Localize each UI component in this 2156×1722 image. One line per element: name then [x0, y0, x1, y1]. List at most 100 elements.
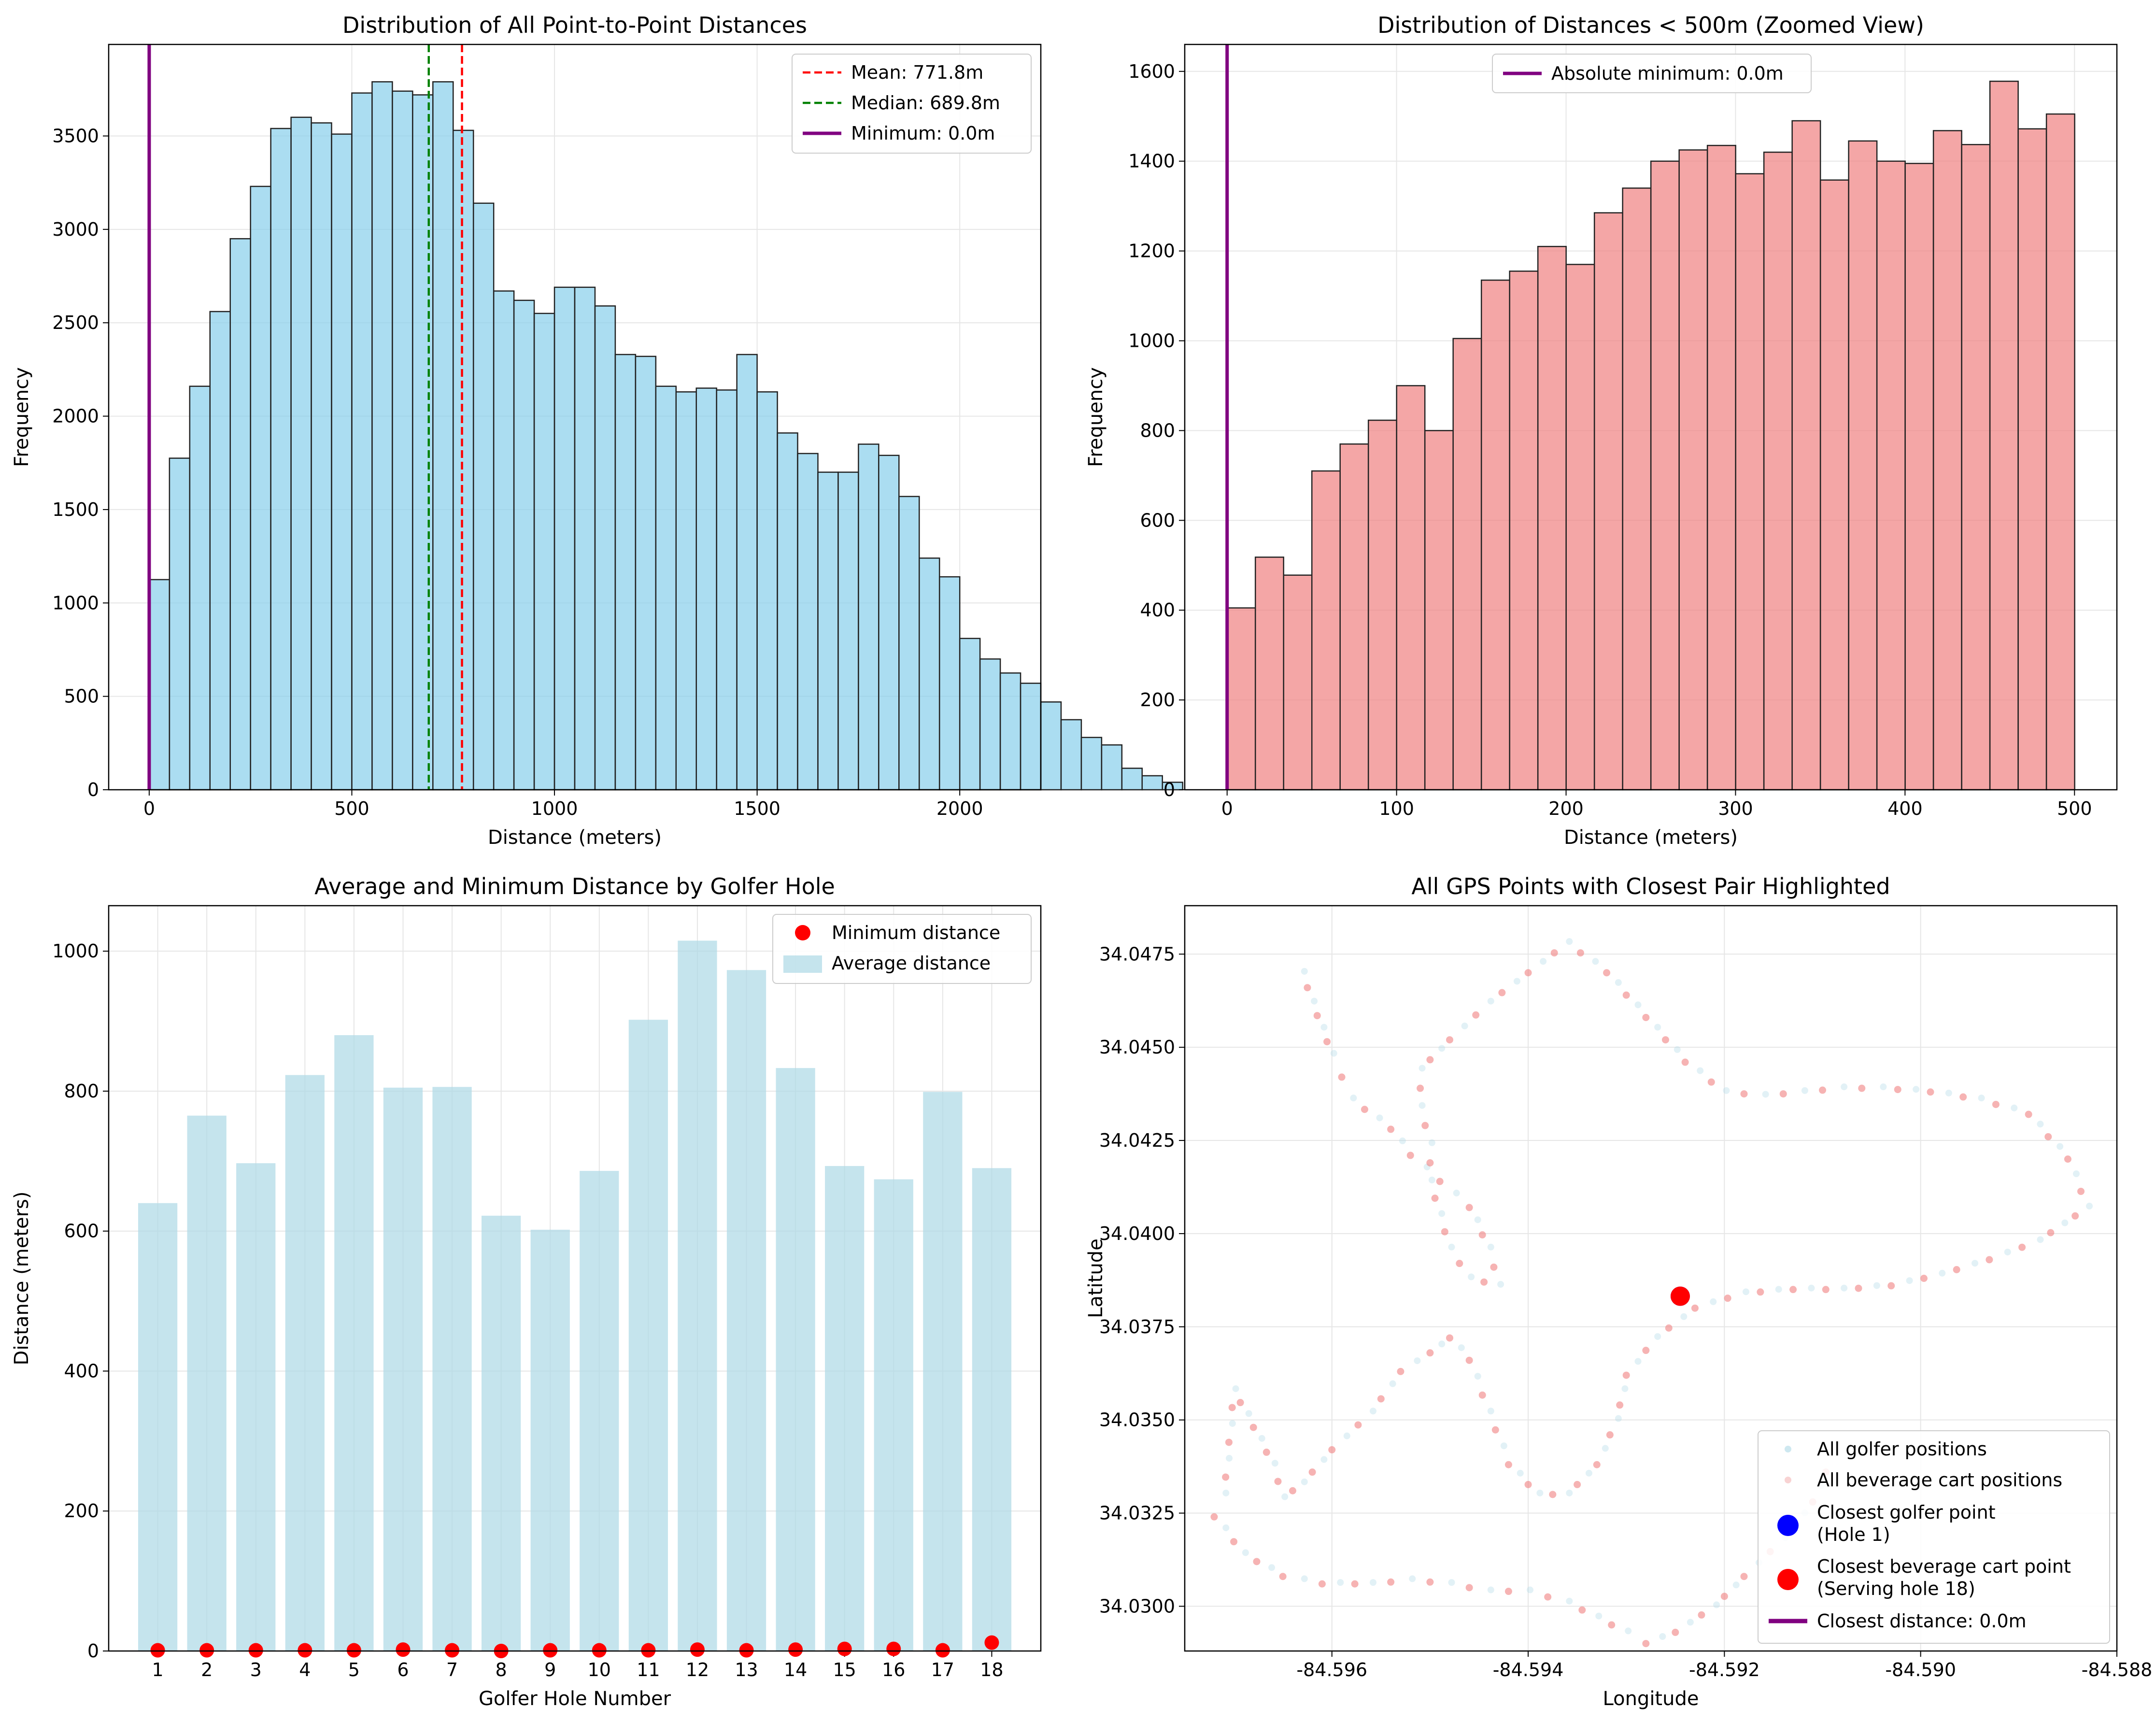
histogram-bar — [1254, 556, 1284, 791]
histogram-bar — [675, 391, 697, 791]
golfer-position-point — [1271, 1460, 1278, 1467]
golfer-position-point — [1337, 1579, 1344, 1586]
x-tick-label: 16 — [882, 1659, 905, 1680]
average-distance-bar — [482, 1215, 521, 1651]
x-tick-label: 13 — [735, 1659, 758, 1680]
histogram-bar — [716, 389, 738, 791]
golfer-position-point — [1801, 1087, 1808, 1094]
golfer-position-point — [2037, 1121, 2044, 1128]
cart-position-point — [1661, 1036, 1669, 1044]
histogram-bar — [756, 391, 778, 791]
legend-swatch — [1785, 1477, 1791, 1483]
histogram-bar — [1283, 574, 1313, 791]
histogram-bar — [553, 286, 576, 791]
histogram-bar — [412, 94, 434, 791]
cart-position-point — [1426, 1056, 1434, 1064]
cart-position-point — [1478, 1231, 1486, 1238]
x-tick-label: 8 — [496, 1659, 507, 1680]
golfer-position-point — [1680, 1313, 1688, 1320]
average-distance-bar — [138, 1203, 178, 1651]
histogram-bar — [270, 128, 292, 791]
cart-position-point — [1927, 1088, 1934, 1096]
histogram-bar — [1593, 212, 1623, 791]
golfer-position-point — [1222, 1524, 1230, 1531]
y-tick-label: 1600 — [1128, 61, 1175, 82]
histogram-bar — [635, 356, 657, 791]
cart-position-point — [1279, 1573, 1287, 1580]
histogram-bar — [1424, 430, 1454, 791]
x-axis-label: Golfer Hole Number — [479, 1688, 671, 1710]
histogram-bar — [898, 496, 920, 791]
golfer-position-point — [1762, 1091, 1769, 1098]
golfer-position-point — [1458, 1344, 1465, 1352]
golfer-position-point — [1487, 1243, 1494, 1251]
cart-position-point — [2077, 1187, 2085, 1195]
histogram-bar — [817, 471, 839, 791]
cart-position-point — [1323, 1038, 1331, 1046]
histogram-bar — [209, 311, 231, 791]
golfer-position-point — [1621, 1385, 1629, 1392]
minimum-distance-dot — [396, 1642, 411, 1657]
cart-position-point — [1920, 1275, 1928, 1282]
golfer-position-point — [1841, 1083, 1848, 1091]
histogram-bar — [1932, 130, 1962, 791]
cart-position-point — [1642, 1013, 1650, 1021]
legend-label: Median: 689.8m — [851, 92, 1000, 114]
histogram-bar — [2045, 113, 2075, 791]
legend-swatch — [795, 925, 810, 940]
x-tick-label: -84.594 — [1493, 1659, 1564, 1680]
histogram-bar — [351, 92, 373, 791]
golfer-position-point — [1229, 1420, 1236, 1427]
y-tick-label: 600 — [1140, 510, 1175, 531]
x-tick-label: 1 — [152, 1659, 163, 1680]
x-tick-label: 500 — [2057, 798, 2092, 819]
cart-position-point — [1328, 1446, 1336, 1453]
histogram-bar — [453, 129, 474, 791]
golfer-position-point — [1841, 1284, 1848, 1292]
y-tick-label: 34.0375 — [1099, 1316, 1175, 1338]
y-tick-label: 3500 — [52, 125, 99, 146]
golfer-position-point — [1536, 1489, 1544, 1496]
average-distance-bar — [972, 1168, 1012, 1651]
average-distance-bar — [776, 1068, 815, 1651]
cart-position-point — [1822, 1286, 1830, 1294]
average-distance-bar — [628, 1020, 668, 1651]
average-distance-bar — [825, 1166, 865, 1651]
cart-position-point — [1603, 969, 1611, 977]
golfer-position-point — [1376, 1114, 1383, 1122]
y-tick-label: 34.0400 — [1099, 1223, 1175, 1244]
cart-position-point — [1478, 1391, 1486, 1399]
golfer-position-point — [1880, 1083, 1887, 1091]
golfer-position-point — [1972, 1260, 1979, 1267]
golfer-position-point — [1399, 1137, 1406, 1144]
histogram-bar — [1226, 607, 1256, 791]
legend-swatch — [783, 955, 822, 973]
y-tick-label: 1000 — [1128, 330, 1175, 351]
x-tick-label: 14 — [784, 1659, 807, 1680]
cart-position-point — [1426, 1159, 1434, 1167]
cart-position-point — [1436, 1178, 1444, 1185]
golfer-position-point — [1320, 1024, 1328, 1031]
average-distance-bar — [383, 1087, 423, 1651]
golfer-position-point — [1500, 1442, 1507, 1450]
golfer-position-point — [1592, 958, 1599, 965]
average-distance-bar — [678, 940, 717, 1651]
y-tick-label: 3000 — [52, 219, 99, 240]
y-tick-label: 34.0450 — [1099, 1037, 1175, 1058]
golfer-position-point — [1497, 1281, 1504, 1288]
histogram-bar — [1020, 683, 1042, 791]
x-tick-label: 7 — [446, 1659, 458, 1680]
cart-position-point — [1789, 1286, 1797, 1294]
cart-position-point — [1387, 1125, 1395, 1133]
minimum-distance-dot — [592, 1643, 607, 1658]
cart-position-point — [1318, 1580, 1326, 1588]
x-axis-label: Distance (meters) — [488, 826, 662, 849]
histogram-bar — [229, 238, 251, 791]
golfer-position-point — [1438, 1210, 1446, 1217]
cart-position-point — [1406, 1152, 1414, 1159]
golfer-position-point — [1428, 1176, 1435, 1183]
histogram-bar — [1904, 163, 1934, 791]
legend-box — [1758, 1430, 2110, 1644]
x-tick-label: 17 — [931, 1659, 954, 1680]
x-tick-label: 11 — [637, 1659, 660, 1680]
